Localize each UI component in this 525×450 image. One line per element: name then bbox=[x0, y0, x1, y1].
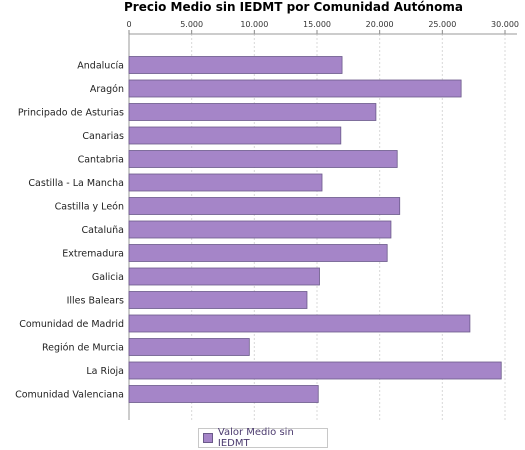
bar bbox=[128, 173, 323, 192]
category-label: Castilla y León bbox=[55, 202, 124, 213]
bars bbox=[128, 56, 502, 403]
category-label: Región de Murcia bbox=[42, 343, 124, 354]
category-label: Andalucía bbox=[77, 61, 124, 72]
bar bbox=[128, 267, 320, 286]
bar bbox=[128, 103, 377, 121]
bar bbox=[128, 338, 250, 356]
bar bbox=[128, 385, 319, 403]
x-tick-label: 20.000 bbox=[366, 20, 394, 29]
category-label: Aragón bbox=[90, 84, 124, 95]
legend: Valor Medio sin IEDMT bbox=[198, 427, 328, 449]
x-tick-label: 0 bbox=[126, 20, 131, 29]
x-tick-label: 5.000 bbox=[180, 20, 203, 29]
x-tick-label: 15.000 bbox=[303, 20, 331, 29]
x-tick-label: 25.000 bbox=[428, 20, 456, 29]
bar bbox=[128, 56, 343, 74]
category-label: Comunidad de Madrid bbox=[19, 319, 124, 330]
bar bbox=[128, 150, 398, 168]
chart-title: Precio Medio sin IEDMT por Comunidad Aut… bbox=[124, 0, 463, 14]
category-label: Comunidad Valenciana bbox=[15, 390, 124, 401]
category-label: La Rioja bbox=[86, 366, 124, 377]
bar bbox=[128, 197, 401, 215]
bar bbox=[128, 244, 388, 262]
x-tick-label: 30.000 bbox=[491, 20, 519, 29]
category-label: Illes Balears bbox=[67, 296, 124, 307]
x-tick-labels: 0 5.000 10.000 15.000 20.000 25.000 30.000 bbox=[126, 20, 519, 29]
bar bbox=[128, 314, 471, 333]
category-labels: Andalucía Aragón Principado de Asturias Can… bbox=[15, 61, 124, 401]
bar bbox=[128, 79, 462, 98]
category-label: Principado de Asturias bbox=[18, 108, 124, 119]
category-label: Cataluña bbox=[81, 225, 124, 236]
category-label: Castilla - La Mancha bbox=[28, 178, 124, 189]
bar bbox=[128, 220, 392, 239]
legend-label: Valor Medio sin IEDMT bbox=[217, 427, 294, 449]
legend-swatch bbox=[203, 433, 213, 443]
bar bbox=[128, 291, 308, 309]
bar bbox=[128, 361, 502, 380]
category-label: Galicia bbox=[92, 272, 124, 283]
bar bbox=[128, 126, 342, 145]
category-label: Extremadura bbox=[62, 249, 124, 260]
x-tick-label: 10.000 bbox=[240, 20, 268, 29]
category-label: Cantabria bbox=[78, 155, 124, 166]
category-label: Canarias bbox=[82, 131, 124, 142]
